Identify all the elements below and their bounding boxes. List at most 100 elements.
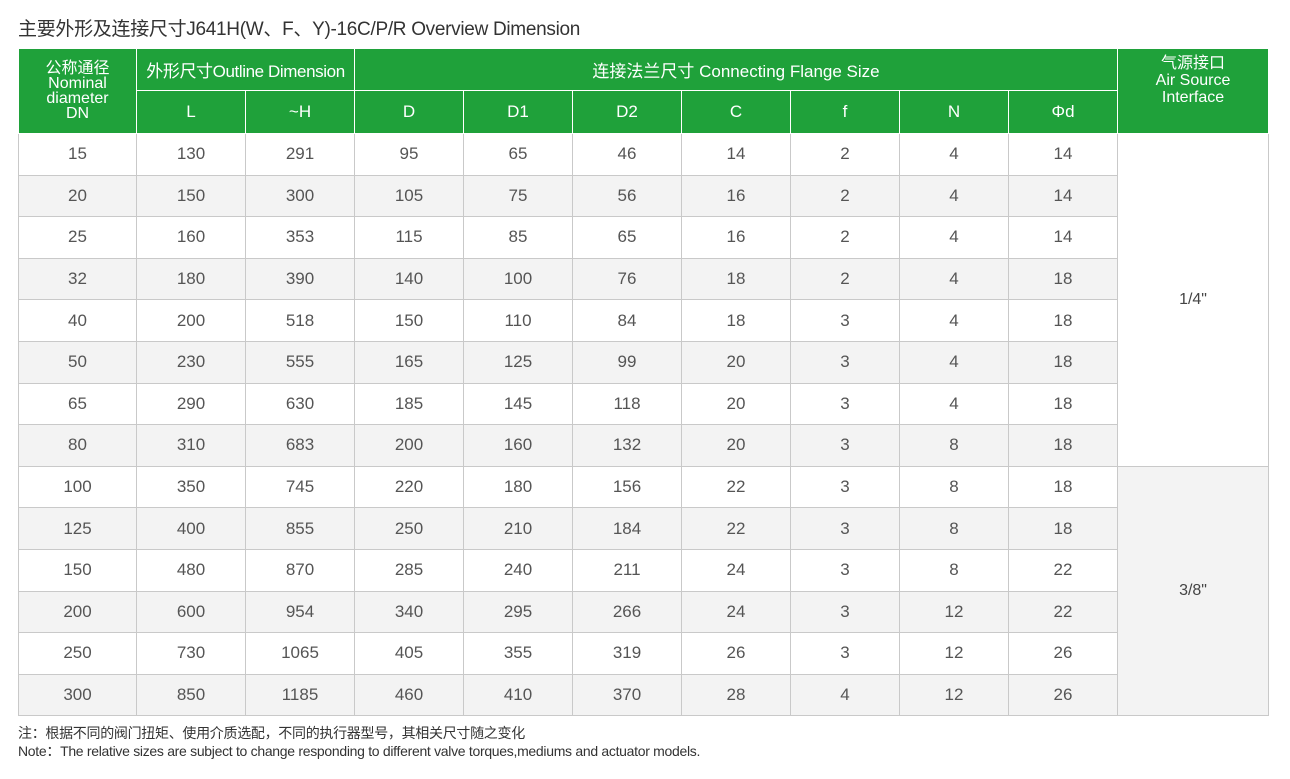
table-cell: 24 [681,590,791,634]
table-cell: 2 [790,216,900,259]
table-cell: 3 [790,507,900,550]
table-cell: 291 [245,133,355,176]
table-cell: 65 [18,382,137,426]
page-title: 主要外形及连接尺寸J641H(W、F、Y)-16C/P/R Overview D… [18,19,581,40]
table-cell: 16 [681,174,791,218]
column-header: D2 [572,89,682,135]
table-cell: 683 [245,424,355,467]
table-cell: 4 [899,257,1009,301]
table-cell: 160 [136,216,246,259]
table-cell: 410 [463,673,573,717]
table-cell: 266 [572,590,682,634]
table-cell: 32 [18,257,137,301]
table-cell: 340 [354,590,464,634]
table-cell: 4 [899,133,1009,176]
table-cell: 150 [18,548,137,592]
table-cell: 3 [790,590,900,634]
table-cell: 480 [136,548,246,592]
table-row: 25 160 353 115 85 65 16 2 4 14 [18,216,1269,259]
table-cell: 18 [1007,507,1119,550]
table-cell: 850 [136,673,246,717]
table-cell: 145 [463,382,573,426]
table-row: 125 400 855 250 210 184 22 3 8 18 [18,507,1269,550]
air-source-value: 1/4" [1117,133,1270,467]
table-cell: 630 [245,382,355,426]
table-cell: 160 [463,424,573,467]
table-cell: 76 [572,257,682,301]
table-cell: 4 [790,673,900,717]
table-cell: 4 [899,382,1009,426]
table-cell: 85 [463,216,573,259]
table-cell: 3 [790,382,900,426]
table-cell: 353 [245,216,355,259]
header-nominal-diameter: 公称通径 Nominal diameter DN [18,48,137,134]
header-outline-dimension: 外形尺寸Outline Dimension [136,48,355,91]
table-cell: 350 [136,465,246,509]
table-cell: 180 [463,465,573,509]
table-cell: 15 [18,133,137,176]
table-row: 40 200 518 150 110 84 18 3 4 18 [18,299,1269,342]
table-cell: 84 [572,299,682,342]
table-cell: 18 [1007,465,1119,509]
table-cell: 185 [354,382,464,426]
table-cell: 8 [899,465,1009,509]
table-cell: 140 [354,257,464,301]
table-cell: 300 [245,174,355,218]
table-cell: 3 [790,548,900,592]
table-cell: 26 [681,632,791,675]
table-cell: 150 [136,174,246,218]
table-cell: 4 [899,299,1009,342]
table-cell: 18 [1007,299,1119,342]
table-cell: 40 [18,299,137,342]
note-chinese: 注：根据不同的阀门扭矩、使用介质选配，不同的执行器型号，其相关尺寸随之变化 [18,725,525,741]
table-cell: 4 [899,216,1009,259]
table-cell: 2 [790,257,900,301]
table-cell: 310 [136,424,246,467]
table-cell: 390 [245,257,355,301]
table-cell: 230 [136,340,246,384]
column-header: ~H [245,89,355,135]
table-cell: 20 [681,382,791,426]
table-cell: 954 [245,590,355,634]
table-cell: 8 [899,548,1009,592]
table-cell: 12 [899,590,1009,634]
table-cell: 870 [245,548,355,592]
table-cell: 184 [572,507,682,550]
table-cell: 14 [1007,174,1119,218]
column-header: f [790,89,900,135]
column-header: D [354,89,464,135]
table-cell: 730 [136,632,246,675]
table-cell: 20 [18,174,137,218]
table-cell: 20 [681,424,791,467]
table-cell: 105 [354,174,464,218]
table-cell: 4 [899,174,1009,218]
table-cell: 18 [1007,257,1119,301]
table-cell: 24 [681,548,791,592]
table-cell: 855 [245,507,355,550]
table-cell: 250 [354,507,464,550]
column-header: L [136,89,246,135]
table-row: 15 130 291 95 65 46 14 2 4 14 1/4" [18,133,1270,467]
table-cell: 22 [1007,548,1119,592]
table-cell: 75 [463,174,573,218]
table-cell: 12 [899,632,1009,675]
table-cell: 165 [354,340,464,384]
table-row: 32 180 390 140 100 76 18 2 4 18 [18,257,1269,301]
table-cell: 65 [463,133,573,176]
table-cell: 400 [136,507,246,550]
table-row: 20 150 300 105 75 56 16 2 4 14 [18,174,1269,218]
table-cell: 150 [354,299,464,342]
table-cell: 3 [790,632,900,675]
column-header: Φd [1007,89,1119,135]
table-cell: 3 [790,340,900,384]
table-cell: 200 [136,299,246,342]
dimension-table: 公称通径 Nominal diameter DN 外形尺寸Outline Dim… [18,48,1270,717]
table-cell: 2 [790,174,900,218]
table-cell: 65 [572,216,682,259]
table-row: 250 730 1065 405 355 319 26 3 12 26 [18,632,1269,675]
table-cell: 220 [354,465,464,509]
table-cell: 110 [463,299,573,342]
table-cell: 132 [572,424,682,467]
table-cell: 22 [681,507,791,550]
table-cell: 99 [572,340,682,384]
